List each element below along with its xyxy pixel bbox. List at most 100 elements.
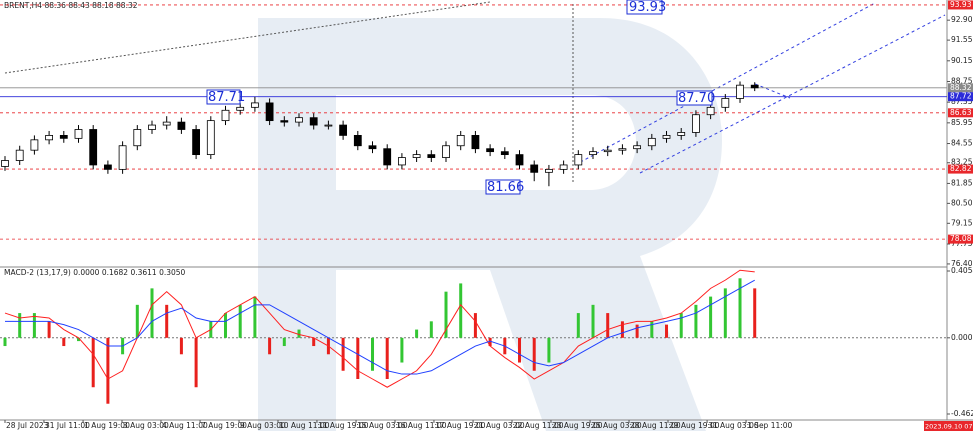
- x-tick-label: 22 Aug 11:00: [513, 421, 564, 430]
- x-tick-label: 17 Aug 19:00: [435, 421, 486, 430]
- histogram-bar: [415, 329, 419, 338]
- candle-body: [471, 135, 480, 150]
- y-tick-label: 90.15: [951, 56, 973, 65]
- histogram-bar: [650, 321, 654, 338]
- level-label-box: [948, 0, 973, 10]
- histogram-bar: [18, 313, 22, 338]
- candle-body: [456, 135, 465, 147]
- chart-title: BRENT,H4 88.36 88.43 88.18 88.32: [4, 1, 138, 10]
- candle-body: [647, 137, 656, 147]
- y-tick-label: 81.85: [951, 178, 973, 187]
- y-tick-label: 80.50: [951, 198, 973, 207]
- x-tick-label: 25 Aug 03:00: [591, 421, 642, 430]
- histogram-bar: [268, 337, 272, 355]
- histogram-bar: [429, 321, 433, 338]
- candle-body: [559, 164, 568, 170]
- x-tick-label: 15 Aug 03:00: [357, 421, 408, 430]
- histogram-bar: [224, 313, 228, 338]
- annotation: 87.70: [678, 91, 715, 106]
- level-label-box: [948, 234, 973, 244]
- x-tick-label: 11 Aug 19:00: [318, 421, 369, 430]
- candle-body: [221, 109, 230, 122]
- histogram-bar: [47, 321, 51, 338]
- level-label: 82.82: [950, 164, 972, 173]
- candle-body: [427, 154, 436, 158]
- candle-body: [45, 135, 53, 141]
- x-tick-label: 9 Aug 03:00: [240, 421, 286, 430]
- y-tick-label: 92.90: [951, 15, 973, 24]
- histogram-bar: [341, 337, 345, 371]
- time-marker-box: [924, 421, 973, 431]
- histogram-bar: [165, 304, 169, 338]
- histogram-bar: [282, 337, 286, 347]
- histogram-bar: [356, 337, 360, 380]
- x-tick-label: 10 Aug 11:00: [279, 421, 330, 430]
- x-tick-label: 1 Sep 11:00: [747, 421, 793, 430]
- histogram-bar: [91, 337, 95, 388]
- histogram-bar: [532, 337, 536, 371]
- x-tick-label: 28 Jul 2023: [6, 421, 49, 430]
- indicator-line: [4, 279, 755, 375]
- candle-body: [339, 124, 348, 136]
- histogram-bar: [547, 337, 551, 363]
- histogram-bar: [665, 324, 669, 338]
- y-tick-label: -0.4624: [951, 409, 973, 418]
- y-tick-label: 0.4054: [951, 266, 973, 275]
- histogram-bar: [62, 337, 66, 347]
- histogram-bar: [635, 324, 639, 338]
- annotation: 87.71: [208, 90, 245, 105]
- candle-body: [15, 149, 24, 161]
- y-tick-label: 0.0000: [951, 333, 973, 342]
- histogram-bar: [32, 313, 36, 338]
- candle-body: [104, 164, 112, 170]
- histogram-bar: [253, 296, 257, 338]
- trend-line: [4, 1, 491, 74]
- candle-body: [265, 102, 274, 122]
- candle-body: [30, 139, 39, 151]
- level-label: 78.08: [950, 234, 972, 243]
- histogram-bar: [679, 313, 683, 338]
- x-tick-label: 28 Aug 11:00: [630, 421, 681, 430]
- candle-body: [236, 106, 245, 111]
- histogram-bar: [179, 337, 183, 355]
- candle-body: [662, 135, 671, 139]
- histogram-bar: [194, 337, 198, 388]
- candle-body: [383, 148, 392, 166]
- histogram-bar: [709, 296, 713, 338]
- candle-body: [192, 129, 201, 156]
- candle-body: [162, 121, 171, 126]
- y-tick-label: 83.25: [951, 158, 973, 167]
- level-label: 87.72: [950, 92, 972, 101]
- channel-line: [574, 2, 876, 166]
- candle-body: [530, 164, 539, 173]
- candle-body: [118, 145, 127, 170]
- level-label: 86.63: [950, 108, 972, 117]
- histogram-bar: [297, 329, 301, 338]
- y-tick-label: 84.55: [951, 139, 973, 148]
- histogram-bar: [150, 288, 154, 338]
- candle-body: [280, 120, 289, 123]
- x-tick-label: 1 Aug 19:00: [84, 421, 130, 430]
- annotation: 93.93: [629, 0, 666, 15]
- histogram-bar: [606, 313, 610, 338]
- drawings: [4, 1, 946, 183]
- x-tick-label: 29 Aug 19:00: [669, 421, 720, 430]
- y-tick-label: 85.95: [951, 118, 973, 127]
- histogram-bar: [488, 337, 492, 347]
- y-tick-label: 87.35: [951, 97, 973, 106]
- histogram-bar: [400, 337, 404, 363]
- candle-body: [515, 154, 524, 166]
- histogram-bar: [371, 337, 375, 371]
- x-tick-label: 16 Aug 11:00: [396, 421, 447, 430]
- histogram-bar: [385, 337, 389, 380]
- annotations: 93.93 87.71 87.70 81.66: [206, 0, 715, 195]
- candle-body: [618, 148, 627, 151]
- indicator-line: [4, 269, 755, 388]
- watermark-logo: [258, 18, 722, 431]
- y-tick-label: 91.55: [951, 35, 973, 44]
- channel-line: [754, 83, 791, 99]
- candle-body: [721, 98, 730, 108]
- y-tick-label: 79.15: [951, 218, 973, 227]
- histogram-bar: [473, 313, 477, 338]
- annotation-box: [626, 0, 663, 15]
